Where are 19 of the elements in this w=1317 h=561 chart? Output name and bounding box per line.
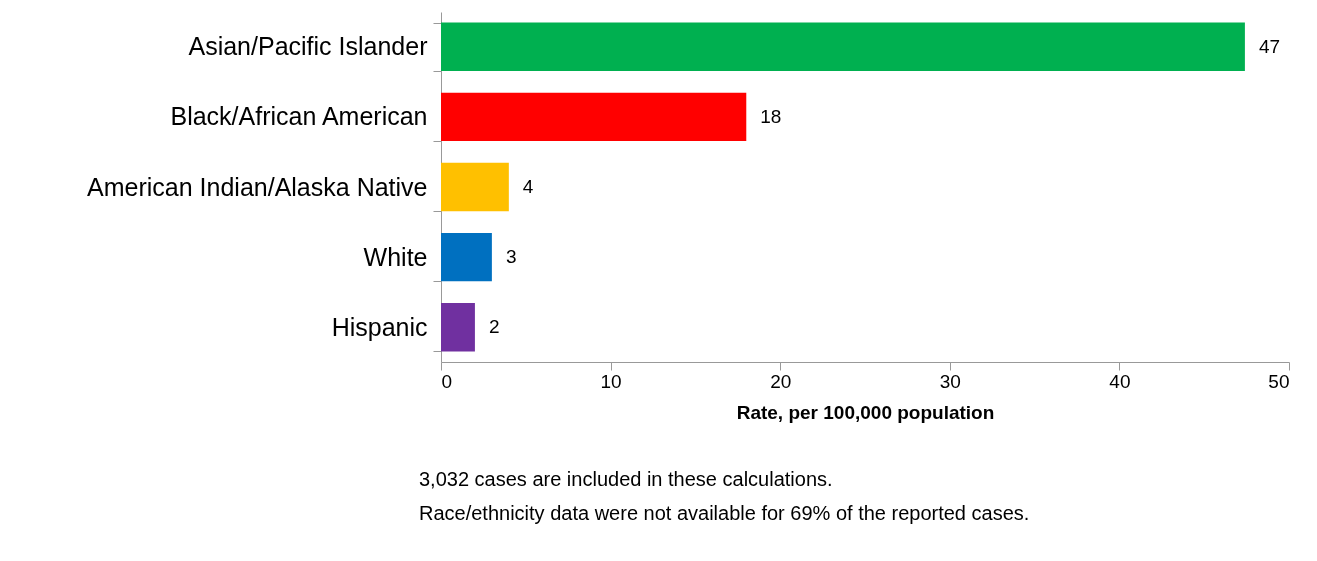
data-label: 47 [1258, 35, 1281, 57]
x-tick-label: 20 [770, 370, 792, 392]
data-label: 2 [488, 316, 500, 338]
x-tick-label: 10 [600, 370, 622, 392]
text: 3,032 cases are included in these calculations. [419, 468, 833, 490]
data-label: 4 [522, 176, 534, 197]
x-tick-label: 50 [1268, 370, 1290, 392]
data-label: 18 [760, 105, 782, 127]
y-tick-label: Asian/Pacific Islander [188, 32, 428, 61]
x-axis-title: Rate, per 100,000 population [736, 401, 995, 423]
y-tick-label: American Indian/Alaska Native [87, 172, 428, 201]
x-tick-label: 40 [1109, 370, 1131, 392]
text: Race/ethnicity data were not available for 69% of the reported cases. [419, 502, 1030, 524]
x-tick-label: 0 [441, 370, 453, 392]
x-tick-label: 30 [939, 370, 961, 392]
y-tick-label: White [363, 242, 428, 271]
y-tick-label: Black/African American [170, 102, 428, 131]
data-label: 3 [505, 246, 517, 268]
y-tick-label: Hispanic [331, 312, 428, 341]
